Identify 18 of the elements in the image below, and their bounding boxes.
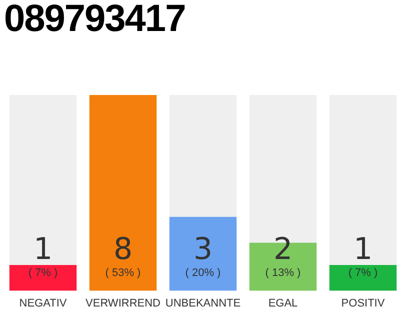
data-label: ( 20% ) (185, 266, 221, 279)
x-tick-label: NEGATIV (19, 297, 68, 310)
annotation: 1 (33, 232, 53, 267)
bar (329, 264, 397, 291)
x-tick-label: VERWIRREND (86, 297, 161, 310)
annotation: 1 (353, 232, 373, 267)
data-label: ( 13% ) (265, 266, 301, 279)
data-label: ( 53% ) (105, 266, 141, 279)
data-label: ( 7% ) (28, 266, 58, 279)
bar (9, 264, 77, 291)
x-tick-label: EGAL (268, 297, 298, 310)
data-label: ( 7% ) (348, 266, 378, 279)
x-tick-label: UNBEKANNTE (165, 297, 241, 310)
annotation: 8 (113, 232, 133, 267)
x-tick-label: POSITIV (341, 297, 386, 310)
chart-title: 089793417 (4, 0, 186, 41)
annotation: 3 (193, 232, 213, 267)
annotation: 2 (273, 232, 293, 267)
